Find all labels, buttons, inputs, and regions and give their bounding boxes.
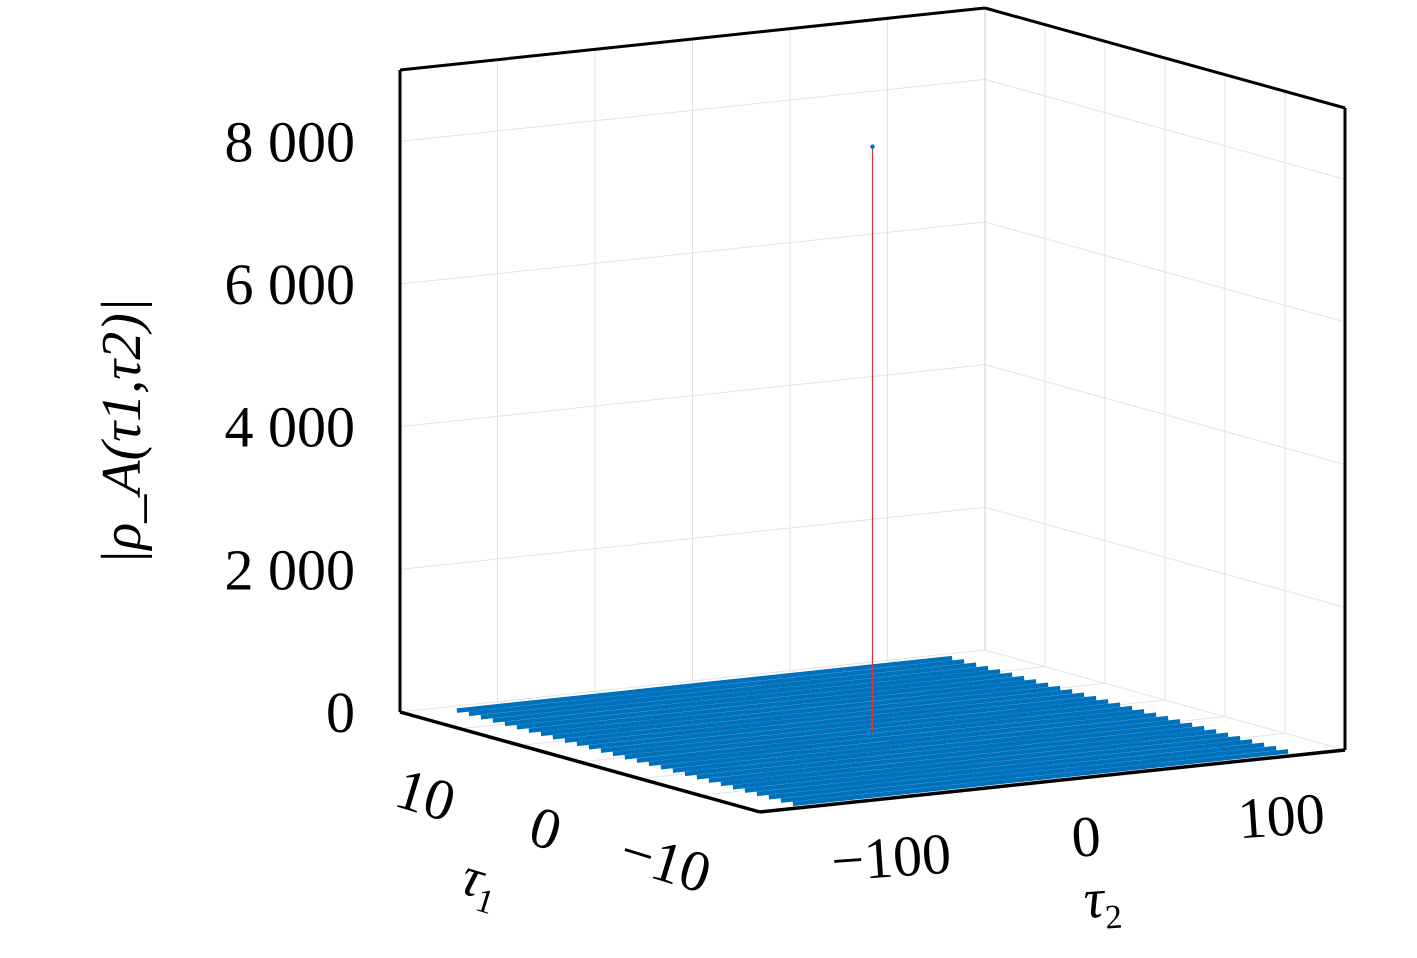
z-axis-label: |ρ_A(τ1,τ2)| — [91, 298, 153, 565]
surface-row — [780, 745, 1277, 803]
surface-row — [660, 712, 1157, 770]
surface-row — [540, 679, 1037, 737]
surface-row — [480, 662, 977, 720]
surface-row — [600, 695, 1097, 753]
surface-row — [504, 669, 1001, 727]
z-tick-label: 8 000 — [225, 109, 356, 174]
peak-marker — [870, 144, 875, 149]
x-axis-label: τ1 — [452, 845, 508, 922]
surface-row — [768, 742, 1265, 800]
grid-line — [399, 221, 986, 285]
axis-tau1 — [399, 710, 761, 814]
surface-row — [756, 739, 1253, 797]
surface-row — [732, 732, 1229, 790]
surface-row — [492, 665, 989, 723]
surface-row — [552, 682, 1049, 740]
surface-row — [792, 749, 1289, 807]
grid-line — [399, 78, 986, 142]
y-axis-label: τ2 — [1082, 867, 1124, 938]
surface-row — [516, 672, 1013, 730]
surface-row — [612, 699, 1109, 757]
grid-line — [984, 506, 1346, 608]
surface-row — [744, 735, 1241, 793]
surface-row — [588, 692, 1085, 750]
surface-row — [696, 722, 1193, 780]
y-tick-label: 0 — [1069, 803, 1102, 870]
z-tick-label: 6 000 — [225, 252, 356, 317]
surface-row — [468, 659, 965, 717]
z-tick-label: 2 000 — [225, 537, 356, 602]
surface-row — [528, 675, 1025, 733]
grid-line — [399, 649, 986, 713]
surface-row — [648, 709, 1145, 767]
surface-row — [720, 729, 1217, 787]
grid-line — [399, 506, 986, 570]
surface-row — [564, 685, 1061, 743]
grid-line — [984, 649, 1346, 751]
grid-line — [984, 221, 1346, 323]
axis-tau2 — [759, 748, 1346, 814]
grid-line — [984, 364, 1346, 466]
z-tick-label: 0 — [326, 680, 355, 745]
surface-row — [636, 705, 1133, 763]
z-tick-label: 4 000 — [225, 395, 356, 460]
grid-line — [984, 78, 1346, 180]
y-tick-label: −100 — [829, 821, 953, 894]
box-edge — [984, 6, 1346, 110]
surface-row — [456, 655, 953, 713]
y-tick-label: 100 — [1235, 780, 1326, 851]
surface-row — [684, 719, 1181, 777]
surface-row — [576, 689, 1073, 747]
surface-row — [672, 715, 1169, 773]
grid-line — [399, 364, 986, 428]
box-edge — [399, 6, 986, 72]
surface-row — [708, 725, 1205, 783]
